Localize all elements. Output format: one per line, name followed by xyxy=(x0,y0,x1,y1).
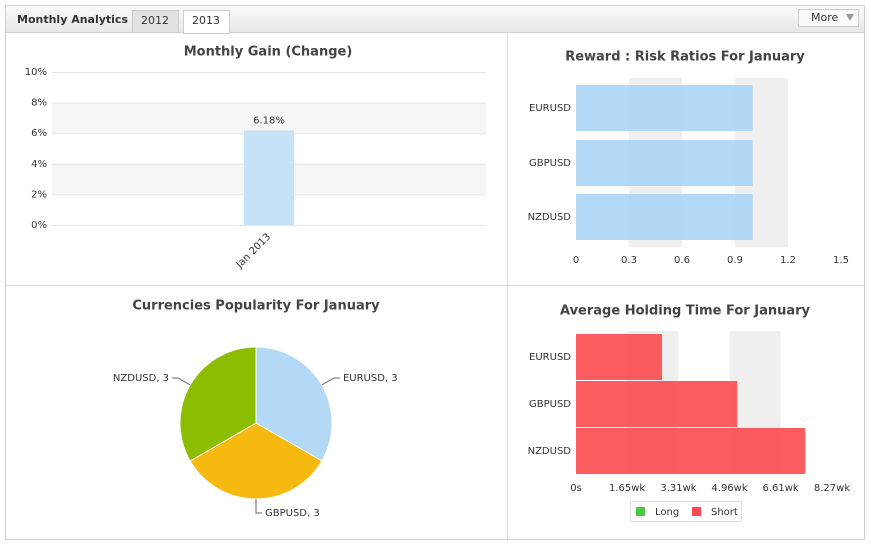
dropdown-arrow xyxy=(846,14,854,21)
leader-line xyxy=(172,377,191,386)
x-tick-label: 1.2 xyxy=(780,255,796,266)
legend-swatch xyxy=(636,507,645,516)
chart-title: Average Holding Time For January xyxy=(560,304,811,319)
leader-line xyxy=(255,499,262,514)
bar xyxy=(576,194,753,240)
data-label: 6.18% xyxy=(253,115,285,126)
y-tick-label: EURUSD xyxy=(529,103,571,114)
legend-label: Long xyxy=(655,507,679,518)
data-label: EURUSD, 3 xyxy=(343,373,398,384)
y-tick-label: 8% xyxy=(31,98,47,109)
y-tick-label: 0% xyxy=(31,220,47,231)
tab-label[interactable]: 2012 xyxy=(141,14,169,27)
data-label: NZDUSD, 3 xyxy=(113,373,169,384)
legend-swatch xyxy=(692,507,701,516)
y-tick-label: GBPUSD xyxy=(529,158,571,169)
chart-title: Reward : Risk Ratios For January xyxy=(565,50,805,65)
bar xyxy=(576,140,753,186)
grid-band xyxy=(52,102,486,134)
tab-active[interactable] xyxy=(183,10,230,34)
tab[interactable] xyxy=(132,10,179,33)
legend-label: Short xyxy=(711,507,738,518)
x-tick-label: 0.3 xyxy=(621,255,637,266)
x-tick-label: 1.65wk xyxy=(609,483,645,494)
chart-title: Currencies Popularity For January xyxy=(132,299,380,314)
x-tick-label: 0.9 xyxy=(727,255,743,266)
x-tick-label: 4.96wk xyxy=(711,483,747,494)
y-tick-label: NZDUSD xyxy=(528,446,572,457)
x-tick-label: 0.6 xyxy=(674,255,690,266)
x-tick-label: 6.61wk xyxy=(762,483,798,494)
data-label: GBPUSD, 3 xyxy=(265,508,320,519)
more-button[interactable] xyxy=(798,9,859,27)
bar xyxy=(576,334,663,380)
x-tick-label: 8.27wk xyxy=(814,483,850,494)
x-tick-label: 0s xyxy=(570,483,582,494)
more-label[interactable]: More xyxy=(811,11,839,24)
leader-line xyxy=(321,377,340,386)
bar xyxy=(576,85,753,131)
bar xyxy=(576,381,738,427)
y-tick-label: EURUSD xyxy=(529,352,571,363)
x-tick-label: 0 xyxy=(573,255,579,266)
y-tick-label: 4% xyxy=(31,159,47,170)
bar xyxy=(244,130,294,225)
y-tick-label: NZDUSD xyxy=(528,212,572,223)
bar xyxy=(576,428,806,474)
chart-title: Monthly Gain (Change) xyxy=(184,45,353,60)
y-tick-label: 6% xyxy=(31,128,47,139)
x-tick-label: 1.5 xyxy=(833,255,849,266)
y-tick-label: GBPUSD xyxy=(529,399,571,410)
tab-label[interactable]: 2013 xyxy=(192,14,220,27)
x-tick-label: 3.31wk xyxy=(660,483,696,494)
y-tick-label: 2% xyxy=(31,189,47,200)
y-tick-label: 10% xyxy=(25,67,47,78)
header-title: Monthly Analytics xyxy=(17,13,128,26)
legend-box xyxy=(630,501,742,522)
